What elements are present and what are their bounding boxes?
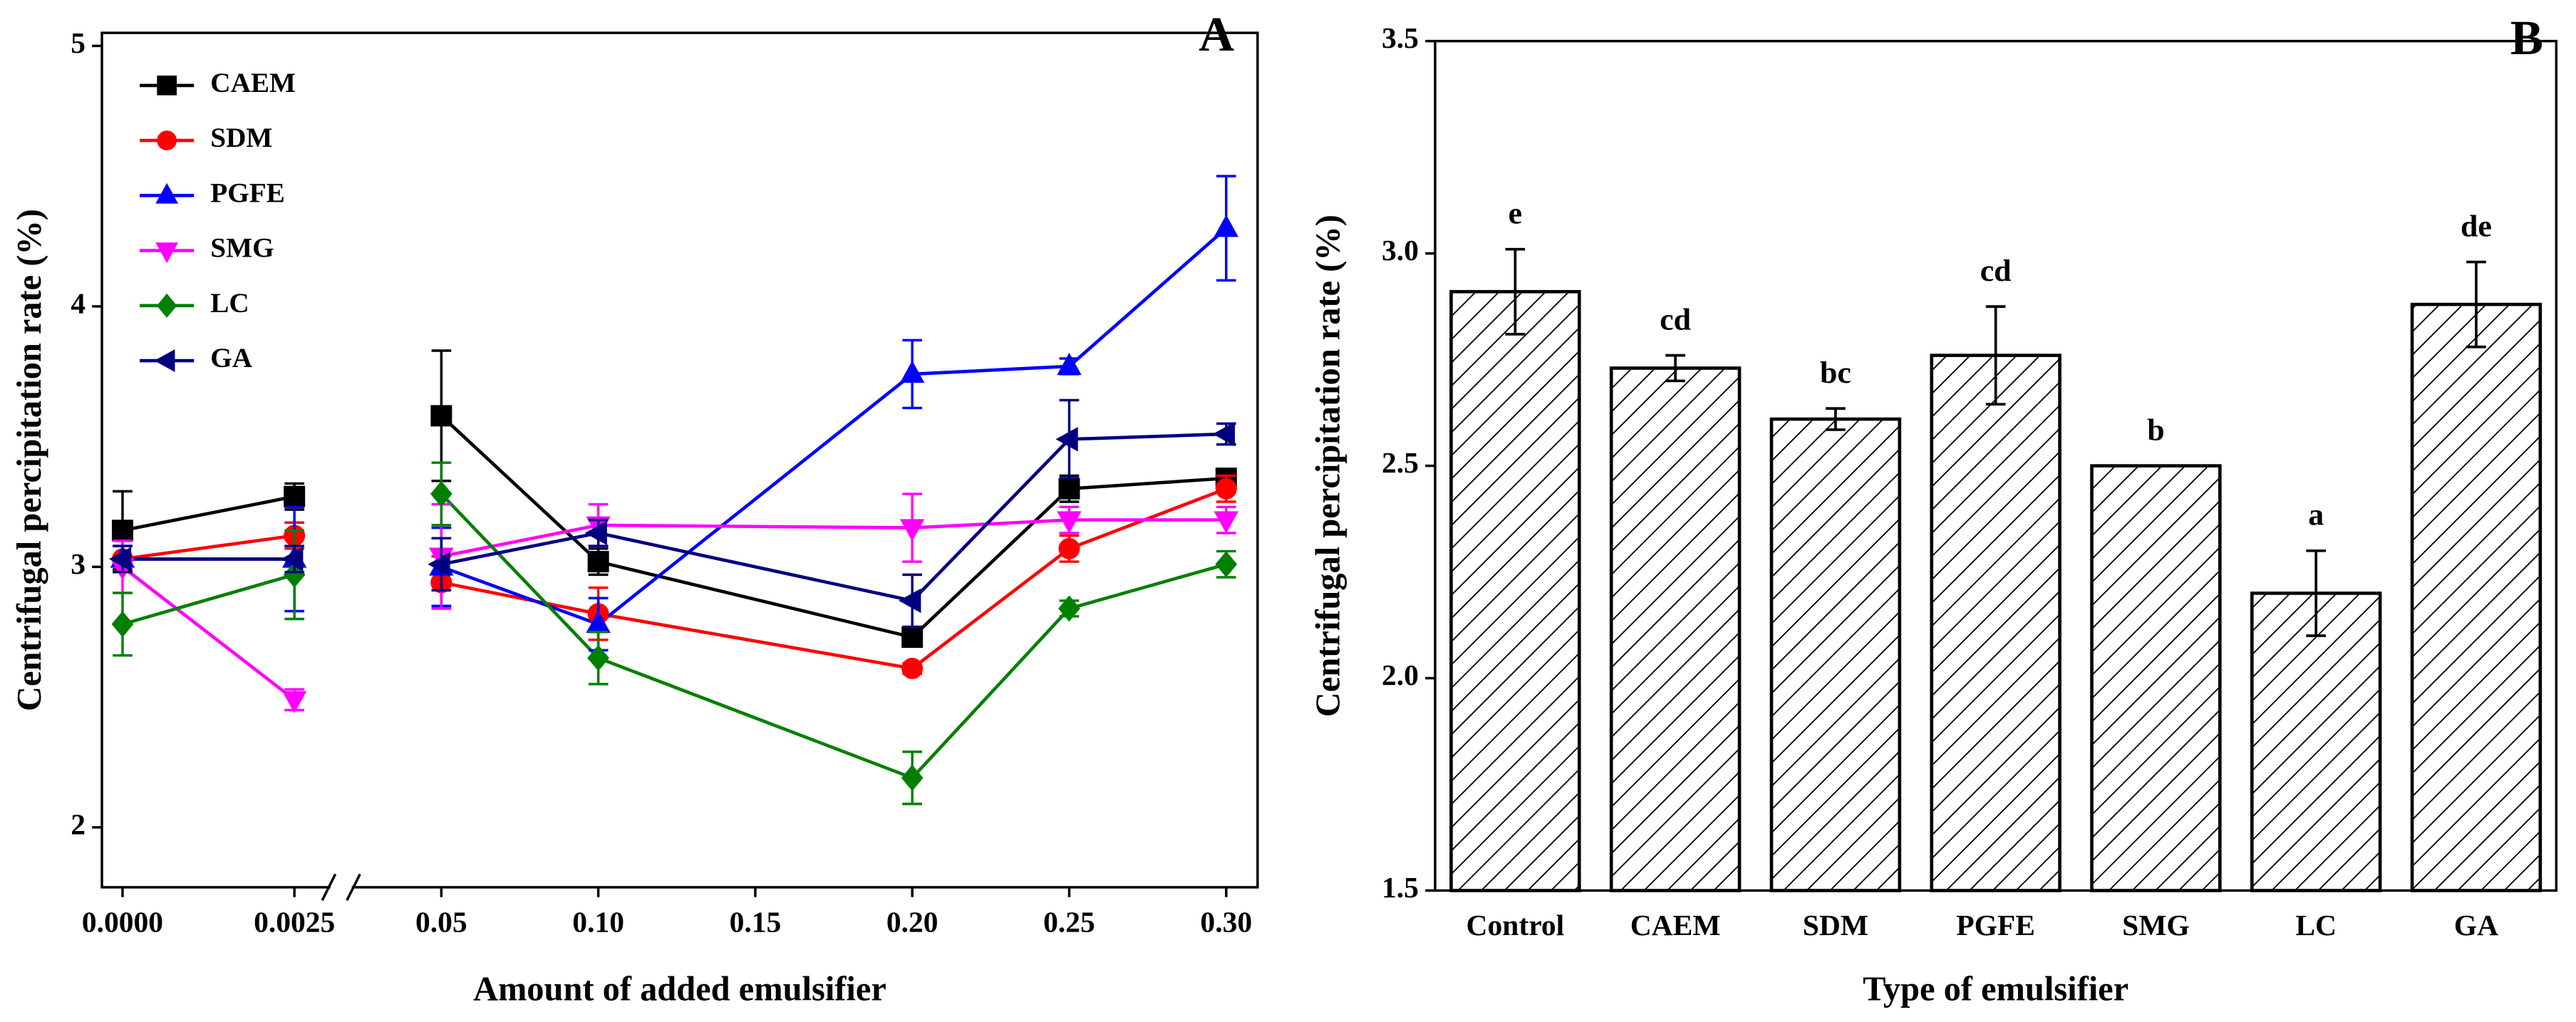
marker [587, 644, 609, 671]
marker [108, 547, 132, 572]
marker [1214, 511, 1238, 534]
panel-label: B [2510, 10, 2543, 65]
panel-b: 1.5 2.0 2.5 3.0 3.5 Centrifugal percipitation… [1310, 10, 2558, 1008]
y-tick-label: 3.0 [1382, 234, 1419, 267]
bar [1609, 366, 1742, 892]
bar [2250, 592, 2382, 892]
error-bar [1665, 353, 1685, 383]
x-tick-label: 0.15 [730, 906, 782, 939]
marker [111, 611, 134, 638]
significance-letter: de [2461, 209, 2492, 243]
marker [899, 588, 921, 614]
significance-letter: b [2147, 413, 2164, 448]
bar [2090, 464, 2222, 892]
marker [900, 519, 925, 542]
marker [901, 765, 924, 791]
y-tick-label: 2 [71, 807, 86, 840]
marker [430, 405, 452, 427]
marker [1058, 537, 1080, 559]
x-tick-label: SMG [2122, 909, 2190, 941]
marker [1055, 427, 1078, 452]
marker [1212, 421, 1235, 447]
x-axis-title: Type of emulsifier [1863, 971, 2128, 1008]
significance-letter: cd [1980, 254, 2012, 288]
error-bar [1505, 247, 1526, 336]
x-tick-label: PGFE [1956, 909, 2035, 941]
marker [1058, 595, 1080, 622]
x-tick-label: 0.10 [572, 906, 624, 939]
bar [1769, 417, 1902, 892]
y-tick-label: 1.5 [1382, 871, 1419, 904]
legend-label: CAEM [210, 68, 296, 98]
error-bar [1826, 407, 1846, 431]
marker [284, 485, 306, 507]
legend-label: SMG [210, 233, 274, 264]
marker [157, 76, 177, 96]
x-tick-label: CAEM [1630, 909, 1721, 941]
error-bar [2466, 260, 2486, 349]
error-bar [2306, 549, 2327, 637]
plot-frame [100, 31, 1259, 889]
bar [2410, 302, 2543, 892]
panel-label: A [1199, 6, 1234, 61]
bar [1449, 289, 1581, 892]
marker [900, 360, 925, 383]
y-tick-label: 3.5 [1382, 21, 1419, 54]
x-tick-label: 0.0025 [254, 906, 335, 939]
significance-letter: e [1509, 197, 1522, 231]
axis-break [321, 873, 361, 902]
marker [1215, 478, 1237, 500]
marker [111, 520, 133, 542]
marker [154, 349, 175, 372]
marker [1057, 352, 1082, 376]
marker [281, 691, 307, 713]
panel-a: 2 3 4 5 Centrifugal percipitation rate (%) 0.… [11, 6, 1259, 1008]
x-tick-label: 0.20 [886, 906, 938, 939]
x-tick-label: SDM [1803, 909, 1868, 941]
axis-break-gap [330, 880, 352, 894]
significance-letter: bc [1820, 356, 1851, 390]
x-tick-label: GA [2454, 909, 2498, 941]
x-tick-label: 0.30 [1200, 906, 1252, 939]
marker [901, 626, 924, 649]
significance-letter: a [2308, 498, 2324, 532]
y-tick-label: 3 [71, 547, 86, 580]
marker [584, 520, 607, 546]
y-tick-label: 5 [71, 26, 86, 59]
x-tick-label: LC [2295, 909, 2337, 941]
x-tick-label: 0.0000 [82, 906, 163, 939]
plot-frame [1434, 39, 2558, 892]
marker [155, 242, 179, 264]
legend-label: SDM [210, 123, 272, 153]
marker [1058, 478, 1080, 500]
marker [155, 182, 179, 204]
y-axis-title: Centrifugal percipitation rate (%) [1310, 215, 1348, 717]
legend-label: GA [210, 343, 253, 373]
y-tick-label: 2.0 [1382, 659, 1419, 691]
marker [156, 293, 177, 318]
x-tick-label: 0.05 [415, 906, 467, 939]
legend-label: LC [210, 288, 249, 319]
error-bar [1985, 305, 2006, 406]
significance-letter: cd [1660, 303, 1691, 337]
x-tick-label: Control [1467, 909, 1565, 941]
marker [281, 547, 304, 572]
x-tick-label: 0.25 [1043, 906, 1095, 939]
legend-label: PGFE [210, 177, 285, 208]
marker [587, 551, 609, 573]
marker [428, 552, 450, 577]
x-axis-title: Amount of added emulsifier [473, 971, 886, 1008]
marker [901, 657, 924, 679]
marker [1214, 215, 1238, 237]
y-axis-title: Centrifugal percipitation rate (%) [11, 209, 48, 711]
y-tick-label: 4 [71, 287, 86, 319]
bar [1930, 353, 2062, 892]
marker [1215, 551, 1238, 578]
marker [1057, 511, 1082, 534]
marker [430, 480, 452, 507]
marker [157, 130, 177, 150]
y-tick-label: 2.5 [1382, 446, 1419, 479]
